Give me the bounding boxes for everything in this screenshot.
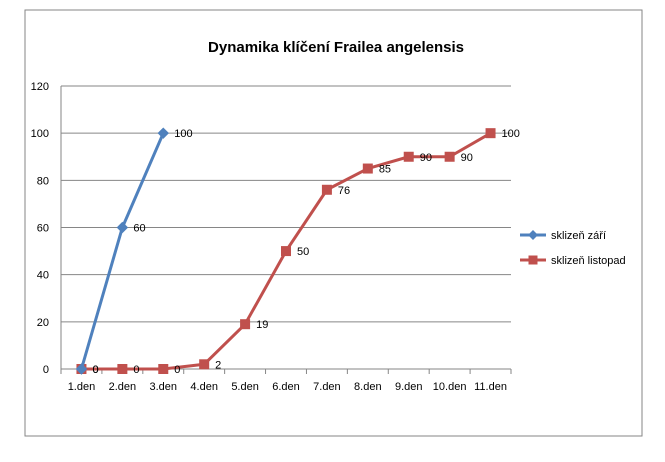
data-label: 2 <box>215 359 221 371</box>
data-label: 50 <box>297 246 309 258</box>
data-point <box>444 151 455 162</box>
y-tick-label: 60 <box>37 223 49 235</box>
data-label: 76 <box>338 185 350 197</box>
y-tick-label: 120 <box>31 81 49 93</box>
chart-title: Dynamika klíčení Frailea angelensis <box>208 39 464 56</box>
data-label: 100 <box>502 128 520 140</box>
series-1: 0 0 0 2 19 50 76 85 90 90 100 <box>76 128 520 376</box>
legend-marker-diamond <box>528 230 538 240</box>
y-tick-label: 100 <box>31 128 49 140</box>
legend: sklizeň září sklizeň listopad <box>520 230 626 267</box>
y-tick-label: 80 <box>37 175 49 187</box>
legend-label: sklizeň září <box>551 230 606 242</box>
data-point <box>362 163 373 174</box>
series-0: 0 60 100 <box>75 127 193 376</box>
x-tick-label: 3.den <box>150 381 178 393</box>
data-label: 85 <box>379 164 391 176</box>
data-label: 90 <box>420 152 432 164</box>
data-point <box>158 364 169 374</box>
x-tick-label: 6.den <box>272 381 300 393</box>
x-tick-label: 7.den <box>313 381 341 393</box>
x-tick-label: 1.den <box>68 381 96 393</box>
data-label: 0 <box>133 364 139 376</box>
data-label: 0 <box>92 364 98 376</box>
x-tick-label: 4.den <box>190 381 218 393</box>
data-label: 0 <box>92 364 98 376</box>
x-tick-label: 2.den <box>109 381 137 393</box>
legend-label: sklizeň listopad <box>551 255 626 267</box>
y-tick-label: 40 <box>37 270 49 282</box>
data-point <box>321 184 332 195</box>
data-point <box>281 246 291 257</box>
data-point <box>75 363 88 375</box>
data-label: 19 <box>256 319 268 331</box>
y-tick-label: 20 <box>37 317 49 329</box>
chart-border <box>24 9 643 437</box>
data-point <box>485 128 496 139</box>
data-point <box>157 127 169 139</box>
data-label: 100 <box>174 128 192 140</box>
x-tick-label: 11.den <box>474 381 507 393</box>
x-tick-label: 9.den <box>395 381 423 393</box>
data-point <box>116 221 129 234</box>
data-point <box>403 151 414 162</box>
y-tick-label: 0 <box>43 364 49 376</box>
data-label: 90 <box>461 152 473 164</box>
legend-marker-square <box>528 255 538 265</box>
x-tick-label: 10.den <box>433 381 467 393</box>
data-point <box>117 364 128 374</box>
x-tick-label: 8.den <box>354 381 382 393</box>
x-tick-label: 5.den <box>231 381 259 393</box>
data-point <box>199 359 210 370</box>
data-label: 60 <box>133 223 145 235</box>
data-label: 0 <box>174 364 180 376</box>
data-point <box>240 319 251 330</box>
